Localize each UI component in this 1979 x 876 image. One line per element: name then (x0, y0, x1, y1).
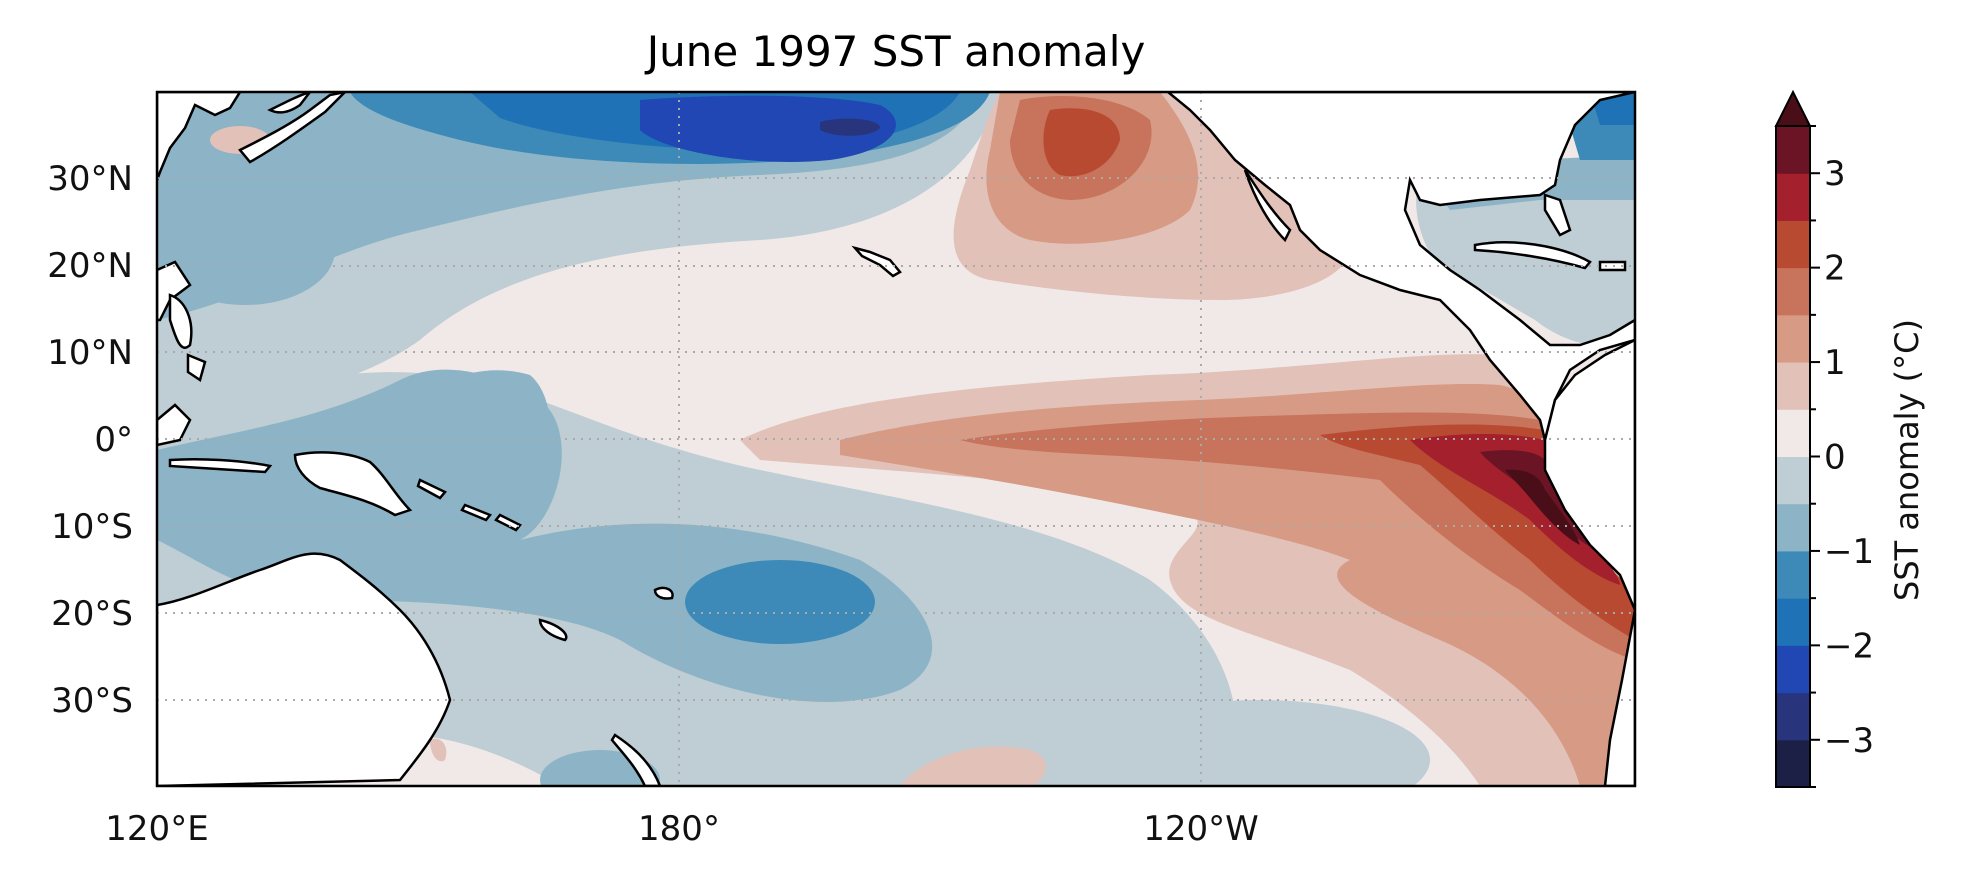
colorbar-tick-label: −3 (1824, 721, 1874, 761)
colorbar-tick-label: 3 (1824, 154, 1846, 194)
colorbar-segment (1776, 220, 1810, 269)
colorbar-tick-label: 2 (1824, 249, 1846, 289)
lon-tick-label: 120°E (105, 809, 208, 849)
lat-tick-label: 10°S (51, 507, 133, 547)
new-zealand (610, 733, 662, 786)
florida (1543, 193, 1572, 237)
baja-california (1243, 169, 1292, 243)
colorbar-segment (1776, 362, 1810, 410)
lon-tick-labels: 120°E 180° 120°W (105, 809, 1258, 849)
lat-tick-label: 0° (94, 420, 133, 460)
colorbar-segment (1776, 739, 1810, 788)
cuba (1473, 241, 1592, 270)
colorbar-tick-label: −2 (1824, 626, 1874, 666)
lat-tick-labels: 30°N 20°N 10°N 0° 10°S 20°S 30°S (47, 159, 133, 721)
colorbar-segment (1776, 314, 1810, 363)
asia (157, 92, 242, 181)
hawaii (851, 245, 902, 278)
colorbar-label: SST anomaly (°C) (1888, 319, 1926, 601)
lat-tick-label: 20°S (51, 594, 133, 634)
colorbar-segment (1776, 173, 1810, 221)
colorbar-segment (1776, 550, 1810, 599)
colorbar-segment (1776, 692, 1810, 741)
colorbar-segment (1776, 267, 1810, 316)
lon-tick-label: 180° (638, 809, 720, 849)
cool-anomaly-fill (157, 92, 1635, 786)
map-title: June 1997 SST anomaly (644, 27, 1146, 76)
south-america (1543, 338, 1635, 786)
colorbar-segment (1776, 503, 1810, 552)
colorbar-tick-label: 1 (1824, 343, 1846, 383)
colorbar-segment (1776, 456, 1810, 505)
colorbar-segment (1776, 598, 1810, 646)
new-guinea (293, 451, 413, 517)
colorbar-segment (1776, 409, 1810, 457)
colorbar-tick-label: 0 (1824, 438, 1846, 478)
lat-tick-label: 30°S (51, 681, 133, 721)
lat-tick-label: 10°N (47, 333, 133, 373)
australia (157, 552, 452, 786)
colorbar-extend-arrow (1774, 89, 1812, 127)
philippines (168, 293, 193, 349)
lon-tick-label: 120°W (1143, 809, 1259, 849)
map-panel (157, 92, 1635, 786)
japan (238, 92, 347, 164)
colorbar: 3 2 1 0 −1 −2 −3 (1774, 89, 1874, 788)
lat-tick-label: 20°N (47, 246, 133, 286)
lat-tick-label: 30°N (47, 159, 133, 199)
colorbar-tick-label: −1 (1824, 532, 1874, 572)
colorbar-segment (1776, 645, 1810, 694)
map-frame (155, 90, 1637, 788)
colorbar-segment (1776, 126, 1810, 174)
